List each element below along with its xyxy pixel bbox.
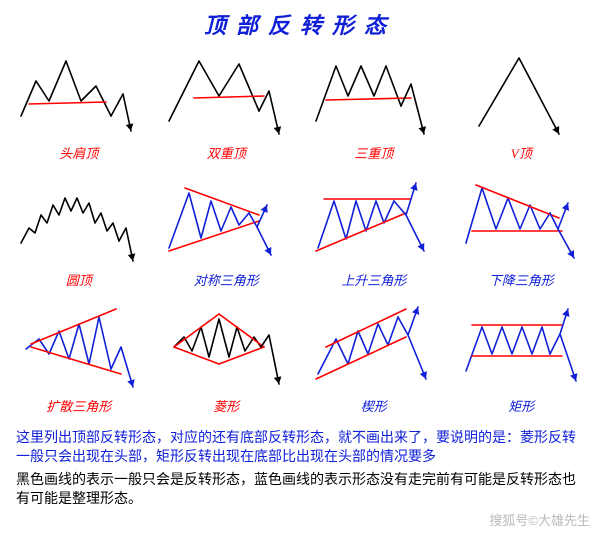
pattern-svg: [11, 173, 146, 268]
pattern-label: 楔形: [361, 396, 387, 415]
pattern-svg: [11, 46, 146, 141]
pattern-svg: [159, 299, 294, 394]
pattern-wedge: 楔形: [300, 299, 448, 426]
pattern-label: 对称三角形: [194, 270, 259, 289]
pattern-v-top: V顶: [448, 46, 596, 173]
page-title: 顶部反转形态: [0, 0, 600, 40]
pattern-svg: [11, 299, 146, 394]
pattern-label: 菱形: [213, 396, 239, 415]
pattern-double-top: 双重顶: [153, 46, 301, 173]
pattern-rectangle: 矩形: [448, 299, 596, 426]
pattern-symm-triangle: 对称三角形: [153, 173, 301, 300]
pattern-label: 扩散三角形: [46, 396, 111, 415]
pattern-triple-top: 三重顶: [300, 46, 448, 173]
pattern-head-shoulders: 头肩顶: [5, 46, 153, 173]
pattern-svg: [454, 299, 589, 394]
pattern-svg: [306, 46, 441, 141]
description-1: 这里列出顶部反转形态，对应的还有底部反转形态，就不画出来了，要说明的是：菱形反转…: [0, 426, 600, 468]
pattern-label: 矩形: [508, 396, 534, 415]
pattern-svg: [159, 46, 294, 141]
pattern-label: 头肩顶: [59, 143, 98, 162]
pattern-svg: [454, 173, 589, 268]
pattern-diamond: 菱形: [153, 299, 301, 426]
pattern-label: 下降三角形: [489, 270, 554, 289]
pattern-grid: 头肩顶 双重顶 三重顶 V顶圆顶 对称三角形 上升三角形 下降三角形扩散三角形 菱形 楔形 矩形: [5, 46, 595, 426]
pattern-label: 三重顶: [354, 143, 393, 162]
pattern-round-top: 圆顶: [5, 173, 153, 300]
pattern-asc-triangle: 上升三角形: [300, 173, 448, 300]
pattern-svg: [306, 173, 441, 268]
pattern-label: V顶: [511, 143, 532, 162]
pattern-broadening: 扩散三角形: [5, 299, 153, 426]
pattern-desc-triangle: 下降三角形: [448, 173, 596, 300]
pattern-label: 圆顶: [66, 270, 92, 289]
pattern-svg: [159, 173, 294, 268]
pattern-label: 上升三角形: [341, 270, 406, 289]
pattern-label: 双重顶: [207, 143, 246, 162]
description-2: 黑色画线的表示一般只会是反转形态，蓝色画线的表示形态没有走完前有可能是反转形态也…: [0, 468, 600, 510]
pattern-svg: [454, 46, 589, 141]
watermark: 搜狐号©大雄先生: [489, 510, 590, 529]
pattern-svg: [306, 299, 441, 394]
